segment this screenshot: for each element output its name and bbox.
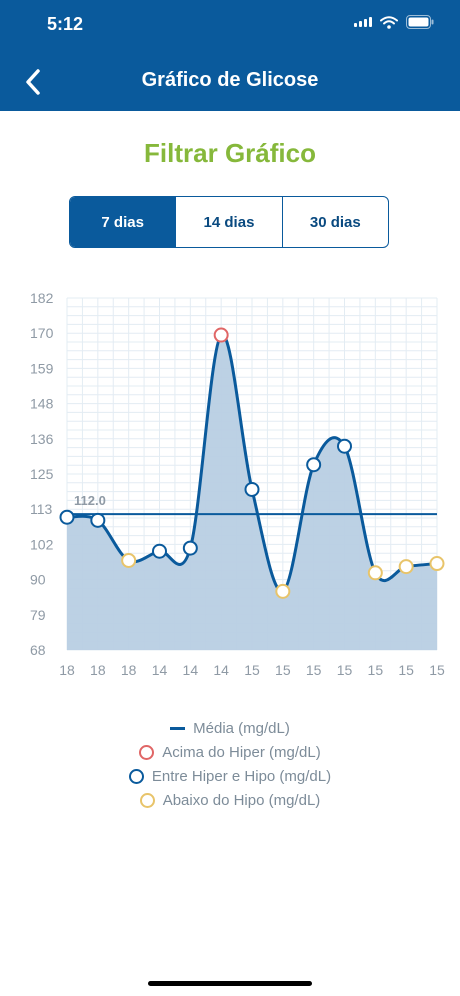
data-point-below[interactable] bbox=[367, 565, 383, 581]
period-filter: 7 dias 14 dias 30 dias bbox=[69, 196, 389, 248]
data-point-below[interactable] bbox=[121, 552, 137, 568]
legend-item-above-hyper: Acima do Hiper (mg/dL) bbox=[0, 740, 460, 764]
page-title: Gráfico de Glicose bbox=[141, 69, 319, 91]
legend-item-mean: Média (mg/dL) bbox=[0, 716, 460, 740]
y-tick-label: 113 bbox=[30, 501, 53, 517]
y-tick-label: 102 bbox=[30, 536, 54, 552]
filter-7-days-button[interactable]: 7 dias bbox=[70, 197, 176, 247]
x-tick-label: 15 bbox=[244, 662, 260, 678]
filter-title: Filtrar Gráfico bbox=[144, 138, 316, 168]
chart-legend: Média (mg/dL) Acima do Hiper (mg/dL) Ent… bbox=[0, 716, 460, 812]
chevron-left-icon[interactable] bbox=[22, 68, 46, 96]
data-point-below[interactable] bbox=[275, 583, 291, 599]
x-tick-label: 14 bbox=[183, 662, 199, 678]
legend-between-label: Entre Hiper e Hipo (mg/dL) bbox=[151, 767, 332, 785]
data-point-between[interactable] bbox=[59, 509, 75, 525]
mean-value-label: 112.0 bbox=[74, 493, 106, 508]
x-tick-label: 15 bbox=[398, 662, 414, 678]
data-point-between[interactable] bbox=[337, 438, 352, 454]
data-point-between[interactable] bbox=[152, 543, 167, 559]
mean-line-swatch bbox=[170, 726, 186, 730]
data-point-below[interactable] bbox=[429, 556, 445, 572]
y-tick-label: 136 bbox=[30, 431, 54, 447]
x-tick-label: 14 bbox=[213, 662, 229, 678]
data-point-between[interactable] bbox=[182, 540, 198, 556]
legend-mean-label: Média (mg/dL) bbox=[193, 719, 290, 737]
data-point-between[interactable] bbox=[306, 457, 322, 473]
x-tick-label: 15 bbox=[368, 662, 384, 678]
home-indicator bbox=[148, 981, 312, 986]
data-point-above[interactable] bbox=[213, 327, 229, 343]
hyper-circle-swatch bbox=[139, 744, 155, 760]
x-tick-label: 18 bbox=[121, 662, 137, 678]
legend-item-between: Entre Hiper e Hipo (mg/dL) bbox=[0, 764, 460, 788]
signal-icon bbox=[354, 17, 372, 27]
y-tick-label: 182 bbox=[30, 290, 54, 306]
status-time: 5:12 bbox=[47, 14, 84, 34]
hypo-circle-swatch bbox=[139, 792, 155, 808]
x-tick-label: 18 bbox=[59, 662, 75, 678]
x-tick-label: 15 bbox=[429, 662, 445, 678]
x-tick-label: 15 bbox=[306, 662, 322, 678]
x-tick-label: 14 bbox=[152, 662, 168, 678]
battery-icon bbox=[406, 15, 434, 29]
legend-item-below-hypo: Abaixo do Hipo (mg/dL) bbox=[0, 788, 460, 812]
y-tick-label: 170 bbox=[30, 325, 54, 341]
y-tick-label: 159 bbox=[30, 360, 54, 376]
y-tick-label: 79 bbox=[30, 607, 46, 623]
filter-14-days-button[interactable]: 14 dias bbox=[175, 197, 281, 247]
x-tick-label: 15 bbox=[275, 662, 291, 678]
glucose-line bbox=[66, 333, 438, 593]
app-header: 5:12 Gráfico de Glicose bbox=[0, 0, 460, 111]
y-tick-label: 68 bbox=[30, 642, 46, 658]
legend-below-hypo-label: Abaixo do Hipo (mg/dL) bbox=[162, 791, 321, 809]
legend-above-hyper-label: Acima do Hiper (mg/dL) bbox=[162, 743, 321, 761]
x-tick-label: 15 bbox=[337, 662, 353, 678]
data-point-below[interactable] bbox=[398, 559, 414, 575]
glucose-chart: 182 170 159 148 136 125 113 102 90 79 68 112.0 18 1… bbox=[30, 290, 445, 678]
filter-30-days-button[interactable]: 30 dias bbox=[281, 197, 388, 247]
y-tick-label: 90 bbox=[30, 572, 46, 588]
data-point-between[interactable] bbox=[244, 481, 260, 497]
y-tick-label: 125 bbox=[30, 466, 54, 482]
x-tick-label: 18 bbox=[90, 662, 106, 678]
y-tick-label: 148 bbox=[30, 396, 54, 412]
data-point-between[interactable] bbox=[90, 512, 106, 528]
wifi-icon bbox=[380, 15, 398, 29]
in-range-circle-swatch bbox=[128, 768, 144, 784]
status-icons bbox=[354, 15, 434, 29]
